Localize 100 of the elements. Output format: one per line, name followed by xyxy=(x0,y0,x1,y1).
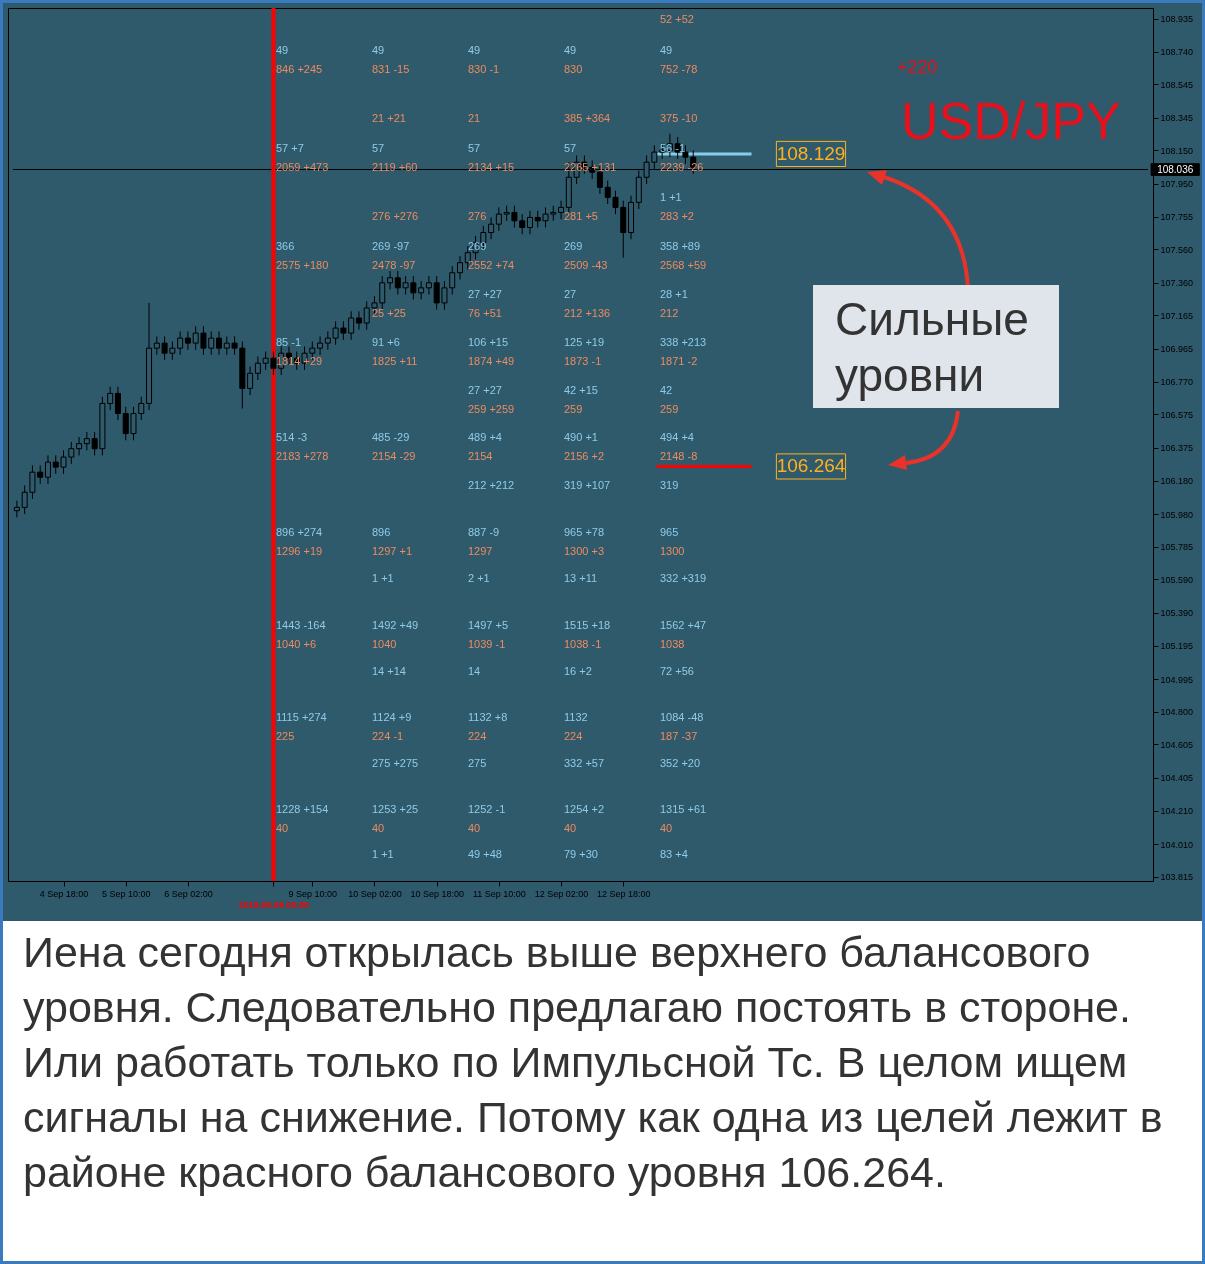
annotation: 1040 xyxy=(372,637,397,651)
annotation: 76 +51 xyxy=(468,306,502,320)
annotation: 830 xyxy=(564,62,583,76)
annotation: 332 +57 xyxy=(564,756,605,770)
annotation: 21 xyxy=(468,111,481,125)
ref-line-label: 108.036 xyxy=(1157,163,1194,175)
annotation: 106 +15 xyxy=(468,335,509,349)
annotation: 319 +107 xyxy=(564,478,611,492)
annotation: 49 xyxy=(660,43,673,57)
annotation: 40 xyxy=(468,821,481,835)
x-tick-label: 11 Sep 10:00 xyxy=(472,888,526,899)
y-tick-label: 107.560 xyxy=(1160,244,1194,255)
annotation: 13 +11 xyxy=(564,571,598,585)
y-tick-label: 104.800 xyxy=(1160,707,1194,718)
annotation: 1252 -1 xyxy=(468,802,506,816)
annotation: 1253 +25 xyxy=(372,802,419,816)
annotation: 1 +1 xyxy=(372,847,394,861)
annotation: 40 xyxy=(660,821,673,835)
annotation: 1 +1 xyxy=(372,571,394,585)
annotation: 212 +136 xyxy=(564,306,611,320)
annotation: 485 -29 xyxy=(372,430,410,444)
y-tick-label: 106.375 xyxy=(1160,443,1194,454)
annotation: 1297 xyxy=(468,544,493,558)
candlestick xyxy=(425,275,432,296)
annotation: 752 -78 xyxy=(660,62,698,76)
annotation: 57 xyxy=(372,141,385,155)
candlestick xyxy=(488,216,495,240)
annotation: 85 -1 xyxy=(276,335,302,349)
annotation: 2134 +15 xyxy=(468,160,515,174)
y-tick-label: 105.195 xyxy=(1160,641,1194,652)
annotation: 896 xyxy=(372,525,391,539)
ref-line-label: 108.129 xyxy=(776,142,846,164)
annotation: 1300 xyxy=(660,544,685,558)
x-tick-label: 12 Sep 18:00 xyxy=(596,888,651,899)
annotation: 275 xyxy=(468,756,487,770)
x-tick-label: 6 Sep 02:00 xyxy=(164,888,213,899)
annotation: 385 +364 xyxy=(564,111,611,125)
annotation: 1296 +19 xyxy=(276,544,323,558)
candlestick xyxy=(254,356,261,381)
y-tick-label: 108.935 xyxy=(1160,14,1194,25)
annotation: 965 xyxy=(660,525,679,539)
annotation: 83 +4 xyxy=(660,847,688,861)
y-tick-label: 104.605 xyxy=(1160,739,1194,750)
candlestick xyxy=(76,436,83,456)
annotation: 2059 +473 xyxy=(276,160,329,174)
annotation: 49 xyxy=(468,43,481,57)
annotation: 91 +6 xyxy=(372,335,400,349)
annotation: 366 xyxy=(276,239,295,253)
candlestick xyxy=(13,500,20,518)
annotation: 1297 +1 xyxy=(372,544,413,558)
y-tick-label: 104.010 xyxy=(1160,839,1194,850)
annotation: 2154 -29 xyxy=(372,449,416,463)
y-tick-label: 104.995 xyxy=(1160,674,1194,685)
annotation: 1497 +5 xyxy=(468,618,509,632)
annotation: 57 xyxy=(468,141,481,155)
y-tick-label: 107.360 xyxy=(1160,278,1194,289)
annotation: +220 xyxy=(897,57,938,78)
y-tick-label: 105.390 xyxy=(1160,608,1194,619)
y-tick-label: 108.150 xyxy=(1160,145,1194,156)
annotation: 1132 xyxy=(564,710,588,724)
y-tick-label: 105.980 xyxy=(1160,509,1194,520)
annotation: 1300 +3 xyxy=(564,544,605,558)
annotation: 40 xyxy=(372,821,385,835)
annotation: 338 +213 xyxy=(660,335,707,349)
annotation: 490 +1 xyxy=(564,430,598,444)
annotation: 224 xyxy=(468,729,487,743)
y-tick-label: 108.740 xyxy=(1160,47,1194,58)
annotation: 358 +89 xyxy=(660,239,701,253)
annotation: 52 +52 xyxy=(660,12,694,26)
annotation: 27 xyxy=(564,287,577,301)
annotation: 1039 -1 xyxy=(468,637,506,651)
annotation: Сильные уровни xyxy=(813,285,1059,408)
annotation: 846 +245 xyxy=(276,62,323,76)
annotation: 2265 +131 xyxy=(564,160,617,174)
annotation: 25 +25 xyxy=(372,306,406,320)
candlestick xyxy=(216,330,223,356)
annotation: 352 +20 xyxy=(660,756,701,770)
annotation: 212 +212 xyxy=(468,478,515,492)
annotation: 14 xyxy=(468,664,481,678)
annotation: 276 +276 xyxy=(372,209,419,223)
candlestick xyxy=(526,210,533,235)
annotation: 1 +1 xyxy=(660,190,682,204)
candlestick xyxy=(114,386,121,421)
annotation: 276 xyxy=(468,209,487,223)
candlestick xyxy=(247,366,254,396)
annotation: 224 -1 xyxy=(372,729,404,743)
annotation: 2156 +2 xyxy=(564,449,605,463)
x-tick-label: 4 Sep 18:00 xyxy=(39,888,89,899)
x-tick-label: 5 Sep 10:00 xyxy=(101,888,151,899)
annotation: 1492 +49 xyxy=(372,618,419,632)
candlestick xyxy=(558,200,565,220)
annotation: 281 +5 xyxy=(564,209,598,223)
annotation: 1084 -48 xyxy=(660,710,704,724)
annotation: 28 +1 xyxy=(660,287,688,301)
annotation: 283 +2 xyxy=(660,209,694,223)
annotation: 1825 +11 xyxy=(372,354,418,368)
annotation: 2148 -8 xyxy=(660,449,698,463)
annotation: 57 +7 xyxy=(276,141,304,155)
annotation: 275 +275 xyxy=(372,756,419,770)
annotation: 72 +56 xyxy=(660,664,694,678)
